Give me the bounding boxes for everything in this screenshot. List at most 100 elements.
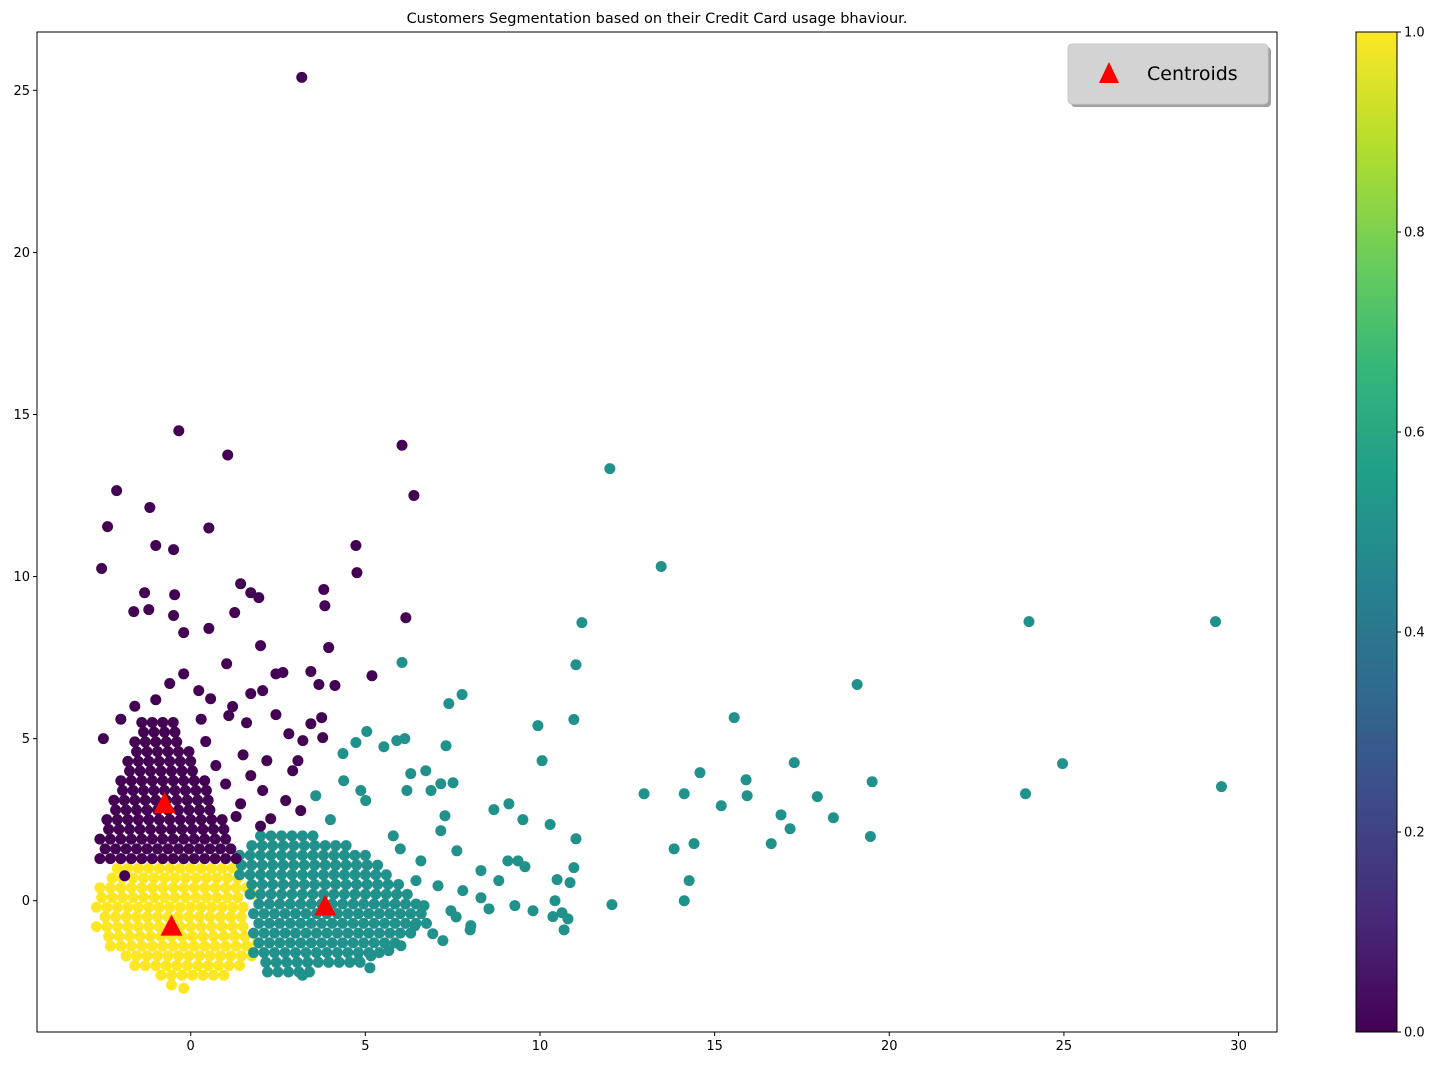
centroid-triangle-icon [1099, 62, 1119, 83]
data-point [655, 561, 667, 573]
data-point [331, 947, 343, 959]
data-point [330, 879, 342, 891]
data-point [136, 882, 148, 894]
data-point [370, 888, 382, 900]
data-point [864, 831, 876, 843]
data-point [253, 592, 265, 604]
y-axis: 0 5 10 15 20 25 [13, 84, 37, 909]
data-point [132, 814, 144, 826]
data-point [244, 849, 256, 861]
data-point [284, 898, 296, 910]
data-point [775, 809, 787, 821]
data-point [245, 688, 257, 700]
data-point [245, 770, 257, 782]
data-point [127, 785, 139, 797]
data-point [165, 979, 177, 991]
data-point [409, 920, 421, 932]
data-point [400, 917, 412, 929]
data-point [167, 853, 179, 865]
data-point [1210, 616, 1222, 628]
data-point [131, 804, 143, 816]
data-point [384, 927, 396, 939]
data-point [143, 862, 155, 874]
data-point [321, 947, 333, 959]
data-point [604, 463, 616, 475]
data-point [263, 898, 275, 910]
data-point [129, 960, 141, 972]
data-point [338, 849, 350, 861]
data-point [209, 833, 221, 845]
x-tick-label: 10 [532, 1039, 549, 1054]
data-point [188, 833, 200, 845]
data-point [113, 823, 125, 835]
data-point [373, 927, 385, 939]
data-point [225, 911, 237, 923]
data-point [164, 755, 176, 767]
data-point [139, 587, 151, 599]
data-point [379, 898, 391, 910]
data-point [207, 823, 219, 835]
data-point [111, 862, 123, 874]
data-point [668, 843, 680, 855]
data-point [94, 853, 106, 865]
data-point [115, 713, 127, 725]
data-point [338, 869, 350, 881]
data-point [111, 921, 123, 933]
data-point [342, 908, 354, 920]
data-point [260, 956, 272, 968]
chart-title: Customers Segmentation based on their Cr… [407, 11, 908, 27]
x-tick-label: 5 [361, 1039, 369, 1054]
data-point [235, 911, 247, 923]
data-point [439, 810, 451, 822]
data-point [230, 853, 242, 865]
data-point [319, 840, 331, 852]
data-point [276, 869, 288, 881]
data-point [136, 775, 148, 787]
data-point [104, 940, 116, 952]
data-point [197, 930, 209, 942]
data-point [425, 785, 437, 797]
data-point [174, 901, 186, 913]
data-point [309, 840, 321, 852]
data-point [307, 869, 319, 881]
data-point [248, 947, 260, 959]
data-point [277, 859, 289, 871]
data-point [173, 425, 185, 437]
centroid-marker [153, 792, 176, 814]
data-point [399, 733, 411, 745]
data-point [167, 882, 179, 894]
data-point [351, 859, 363, 871]
colorbar-tick-label: 1.0 [1404, 26, 1425, 41]
data-point [317, 732, 329, 744]
data-point [99, 911, 111, 923]
legend: Centroids [1067, 43, 1271, 107]
data-point [379, 917, 391, 929]
centroid-marker [314, 894, 337, 916]
data-point [1020, 788, 1032, 800]
data-point [361, 859, 373, 871]
data-point [138, 726, 150, 738]
data-point [536, 755, 548, 767]
data-point [365, 950, 377, 962]
data-point [134, 930, 146, 942]
data-point [101, 921, 113, 933]
data-point [183, 804, 195, 816]
data-point [152, 843, 164, 855]
data-point [493, 875, 505, 887]
data-point [1057, 758, 1069, 770]
series-cluster-2 [90, 862, 263, 994]
data-point [688, 838, 700, 850]
data-point [350, 539, 362, 551]
data-point [176, 969, 188, 981]
data-point [239, 930, 251, 942]
plot-frame [36, 31, 1278, 1033]
data-point [509, 900, 521, 912]
data-point [164, 814, 176, 826]
data-point [157, 833, 169, 845]
data-point [186, 930, 198, 942]
data-point [143, 755, 155, 767]
data-point [257, 685, 269, 697]
data-point [158, 726, 170, 738]
data-point [120, 911, 132, 923]
